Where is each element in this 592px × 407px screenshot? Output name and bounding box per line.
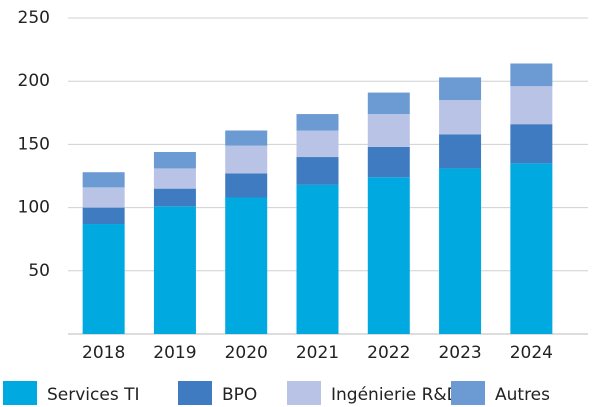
legend-label: Autres [495,385,550,405]
legend-label: Ingénierie R&D [331,385,460,405]
bar-segment [367,92,410,115]
bar-segment [296,184,339,334]
bar-segment [296,114,339,131]
legend-label: BPO [222,385,257,405]
bar-segment [367,177,410,334]
bar-segment [367,114,410,147]
bar-segment [510,63,553,87]
bar-segment [367,146,410,178]
bar-segment [153,188,196,207]
legend-swatch [3,381,37,405]
bar-segment [439,77,482,101]
bar-segment [225,130,268,146]
y-tick-label: 100 [18,198,50,218]
x-tick-label: 2020 [225,343,268,363]
x-tick-label: 2022 [367,343,410,363]
x-tick-label: 2021 [296,343,339,363]
bar-segment [296,157,339,185]
bar-segment [82,207,125,225]
y-tick-label: 250 [18,8,50,28]
y-tick-label: 200 [18,71,50,91]
bar-segment [153,168,196,189]
legend-label: Services TI [47,385,140,405]
bar-segment [153,151,196,169]
bar-segment [510,124,553,164]
bar-segment [225,173,268,198]
bar-segment [225,197,268,334]
bar-segment [296,130,339,158]
bar-segment [439,134,482,169]
x-tick-label: 2023 [438,343,481,363]
bar-segment [225,145,268,174]
bar-segment [153,206,196,334]
bar-segment [439,168,482,334]
y-tick-label: 50 [28,261,50,281]
bar-segment [510,163,553,334]
x-tick-label: 2024 [510,343,553,363]
bar-segment [82,187,125,208]
bar-segment [82,172,125,188]
legend-swatch [287,381,321,405]
legend-swatch [451,381,485,405]
bar-segment [439,100,482,135]
y-tick-label: 150 [18,134,50,154]
x-tick-label: 2019 [153,343,196,363]
bar-segment [82,224,125,334]
legend-swatch [178,381,212,405]
x-tick-label: 2018 [82,343,125,363]
bar-segment [510,86,553,125]
